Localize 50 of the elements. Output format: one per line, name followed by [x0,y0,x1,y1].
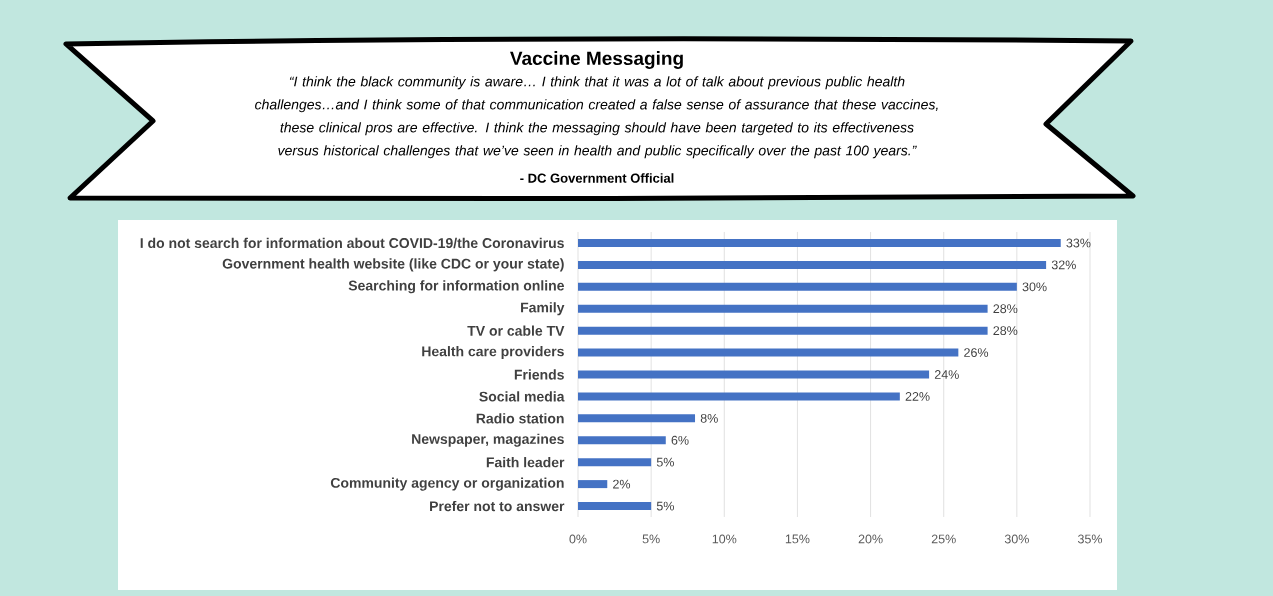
bar [578,238,1061,247]
text: - DC Government Official [520,173,674,183]
bar [578,260,1047,269]
data-label: 22% [905,392,930,401]
y-tick-label: Community agency or organization [330,477,564,491]
data-label: 28% [993,304,1018,314]
x-tick-label: 15% [785,534,810,544]
bar [578,458,652,467]
y-tick-label: Radio station [476,413,564,424]
bar [578,436,666,445]
x-tick-label: 20% [858,534,883,544]
data-label: 5% [656,501,674,511]
y-tick-label: TV or cable TV [467,325,565,336]
data-label: 24% [934,370,959,379]
data-label: 28% [993,326,1018,336]
y-tick-label: Prefer not to answer [430,500,565,512]
x-tick-label: 0% [569,534,587,544]
data-label: 5% [656,457,674,467]
y-tick-label: Faith leader [486,457,565,468]
x-tick-label: 35% [1077,534,1103,544]
y-tick-label: Newspaper, magazines [412,433,564,447]
data-label: 6% [671,435,689,445]
y-tick-label: I do not search for information about COVID-19/the Coronavirus [140,237,564,249]
y-tick-label: Searching for information online [348,280,564,294]
data-label: 26% [964,348,989,357]
data-label: 33% [1066,238,1091,248]
x-tick-label: 5% [642,534,660,544]
bar [578,480,608,489]
y-tick-label: Government health website (like CDC or your state) [222,258,564,272]
bar [578,392,900,401]
x-tick-label: 25% [931,534,956,544]
x-tick-label: 10% [712,534,737,544]
chart-title: Vaccine Messaging [510,51,683,69]
y-tick-label: Friends [514,369,564,380]
y-tick-label: Health care providers [422,346,564,360]
data-label: 8% [700,413,718,423]
chart-subtitle: “I think the black community is aware… I think that it was a lot of talk about previous public health challenges…and I think some of that communication created a false sense of assurance that these vaccines, these clinical pros are effective. I think the messaging should have been targeted to its effectiveness versus historical challenges that we’ve seen in health and public specifically over the past 100 years.” [255,76,938,159]
data-label: 32% [1051,260,1076,270]
bar [578,282,1017,291]
bar [578,348,959,357]
x-tick-label: 30% [1004,534,1029,544]
bar [578,304,988,313]
data-label: 2% [613,479,631,489]
data-label: 30% [1022,282,1047,292]
bar [578,370,930,379]
bar [578,326,988,335]
y-tick-label: Family [521,302,565,316]
bar [578,502,652,511]
y-tick-label: Social media [479,391,565,402]
bar [578,414,696,423]
